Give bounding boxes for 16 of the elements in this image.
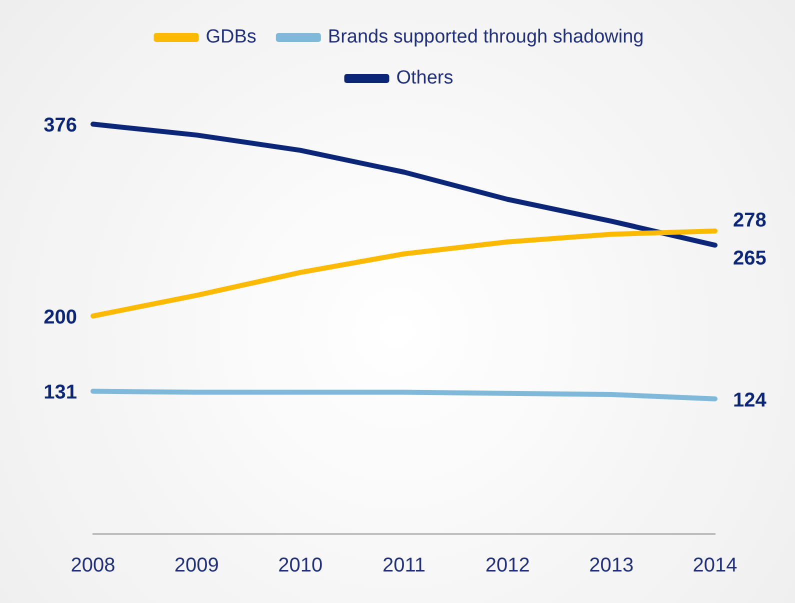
data-label: 131 xyxy=(44,382,77,404)
data-label: 200 xyxy=(44,306,77,329)
x-tick-label: 2011 xyxy=(382,554,426,577)
data-label: 376 xyxy=(44,114,77,137)
data-label: 278 xyxy=(733,209,766,232)
x-tick-label: 2008 xyxy=(70,554,116,577)
x-tick-label: 2010 xyxy=(278,554,323,577)
legend-label: GDBs xyxy=(206,26,256,48)
data-label: 265 xyxy=(733,248,766,270)
x-tick-label: 2013 xyxy=(589,554,634,577)
legend-label: Others xyxy=(396,68,454,89)
x-tick-label: 2012 xyxy=(485,554,530,577)
x-tick-label: 2009 xyxy=(174,554,219,577)
data-label: 124 xyxy=(733,389,768,412)
x-tick-label: 2014 xyxy=(692,554,738,577)
legend-label: Brands supported through shadowing xyxy=(328,26,644,48)
